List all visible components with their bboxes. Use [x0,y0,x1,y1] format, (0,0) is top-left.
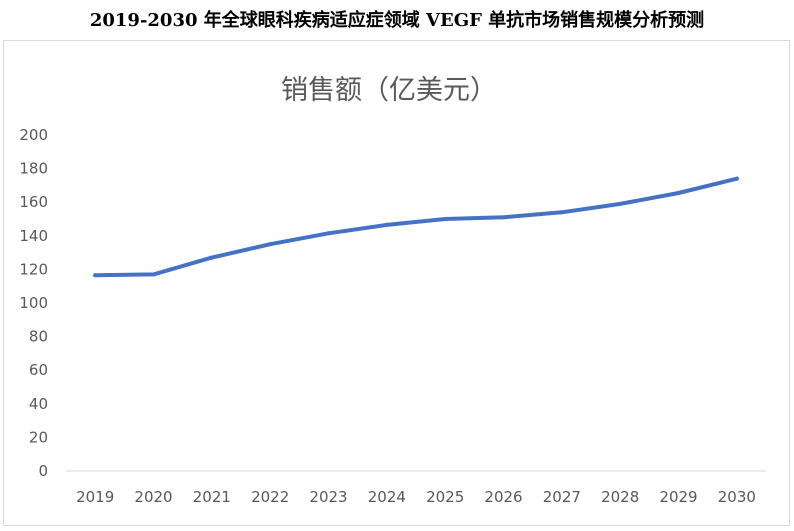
x-tick-label: 2021 [193,488,231,506]
x-tick-label: 2020 [134,488,172,506]
data-point [443,217,448,221]
y-tick-label: 80 [29,328,48,346]
y-tick-label: 120 [19,260,48,278]
y-tick-label: 180 [19,160,48,178]
x-tick-label: 2025 [426,488,464,506]
x-tick-label: 2023 [309,488,347,506]
y-tick-label: 20 [29,428,48,446]
data-point [559,210,564,215]
y-tick-label: 140 [19,227,48,245]
data-point [326,231,331,236]
series-group [93,176,739,278]
data-point [268,242,273,247]
data-point [384,222,389,227]
y-axis-ticks: 0 20 40 60 80 100 120 140 160 180 200 [19,126,48,480]
y-tick-label: 200 [19,126,48,144]
chart-title: 销售额（亿美元） [281,75,497,106]
x-tick-label: 2029 [659,488,697,506]
x-tick-label: 2024 [368,488,406,506]
data-point [734,176,739,181]
y-tick-label: 160 [19,193,48,211]
data-point [676,190,681,195]
data-point [151,272,156,277]
x-tick-label: 2030 [718,488,756,506]
x-tick-label: 2027 [543,488,581,506]
page-title: 2019-2030 年全球眼科疾病适应症领域 VEGF 单抗市场销售规模分析预测 [89,10,705,31]
y-tick-label: 100 [19,294,48,312]
data-point [618,201,623,206]
y-tick-label: 60 [29,361,48,379]
data-point [209,255,214,260]
x-axis-ticks: 2019 2020 2021 2022 2023 2024 2025 2026 2027 2028… [76,488,756,506]
x-tick-label: 2026 [484,488,522,506]
chart-container [3,40,790,526]
y-tick-label: 40 [29,395,48,413]
x-tick-label: 2019 [76,488,114,506]
y-tick-label: 0 [38,462,48,480]
x-tick-label: 2028 [601,488,639,506]
series-line [93,176,739,278]
x-tick-label: 2022 [251,488,289,506]
data-point [501,215,506,220]
data-point [93,273,98,278]
